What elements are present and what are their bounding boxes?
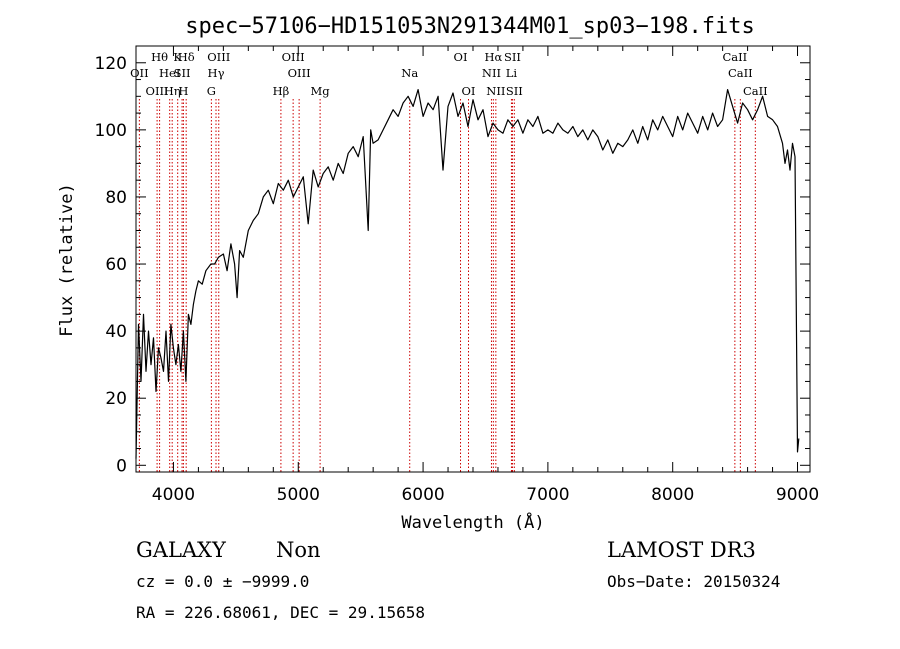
obs-date-line: Obs−Date: 20150324 [607,572,781,591]
object-subclass: Non [276,538,321,562]
marker-label-0: OII [130,66,149,80]
marker-label-9: OIII [207,50,230,64]
marker-label-23: NII [486,84,505,98]
x-axis-label: Wavelength (Å) [401,511,544,533]
marker-label-3: HeI [159,66,180,80]
marker-label-8: SII [174,66,191,80]
chart-title: spec−57106−HD151053N291344M01_sp03−198.f… [185,14,755,39]
marker-label-16: Na [401,66,418,80]
redshift-line: cz = 0.0 ± −9999.0 [136,572,310,591]
marker-label-26: CaII [728,66,753,80]
x-tick-label-3: 7000 [526,485,569,505]
marker-label-10: Hγ [208,66,225,80]
y-tick-label-4: 80 [105,188,127,208]
marker-label-12: Hβ [273,84,290,98]
x-axis-ticks: 4000 5000 6000 7000 8000 9000 [152,46,819,505]
marker-label-24: SII [506,84,523,98]
spectrum-series [135,88,800,459]
y-tick-label-3: 60 [105,255,127,275]
marker-label-17: OI [454,50,468,64]
y-tick-label-5: 100 [95,121,127,141]
y-axis-label: Flux (relative) [57,183,77,337]
marker-label-14: OIII [288,66,311,80]
survey-name: LAMOST DR3 [607,538,756,562]
marker-label-11: G [207,84,216,98]
coordinates-line: RA = 226.68061, DEC = 29.15658 [136,603,425,622]
marker-label-2: Hθ [151,50,168,64]
y-axis-ticks: 0 20 40 60 80 100 120 [95,54,810,476]
x-tick-label-1: 5000 [277,485,320,505]
x-tick-label-0: 4000 [152,485,195,505]
y-tick-label-0: 0 [116,456,127,476]
marker-label-18: OI [462,84,476,98]
marker-label-25: CaII [722,50,747,64]
marker-label-7: Hδ [178,50,195,64]
x-tick-label-4: 8000 [651,485,694,505]
marker-label-22: Li [506,66,518,80]
object-type: GALAXY [136,538,226,562]
x-tick-label-2: 6000 [401,485,444,505]
marker-label-6: H [178,84,188,98]
marker-label-27: CaII [743,84,768,98]
marker-label-5: K [173,50,182,64]
y-tick-label-1: 20 [105,389,127,409]
marker-label-19: Hα [484,50,502,64]
marker-label-15: Mg [311,84,331,98]
marker-label-20: SII [504,50,521,64]
marker-label-13: OIII [282,50,305,64]
x-tick-label-5: 9000 [776,485,819,505]
spectrum-line [135,88,800,459]
y-tick-label-6: 120 [95,54,127,74]
marker-label-21: NII [482,66,501,80]
marker-label-1: OIII [146,84,169,98]
plot-frame [135,45,811,473]
marker-label-4: Hη [164,84,181,98]
y-tick-label-2: 40 [105,322,127,342]
